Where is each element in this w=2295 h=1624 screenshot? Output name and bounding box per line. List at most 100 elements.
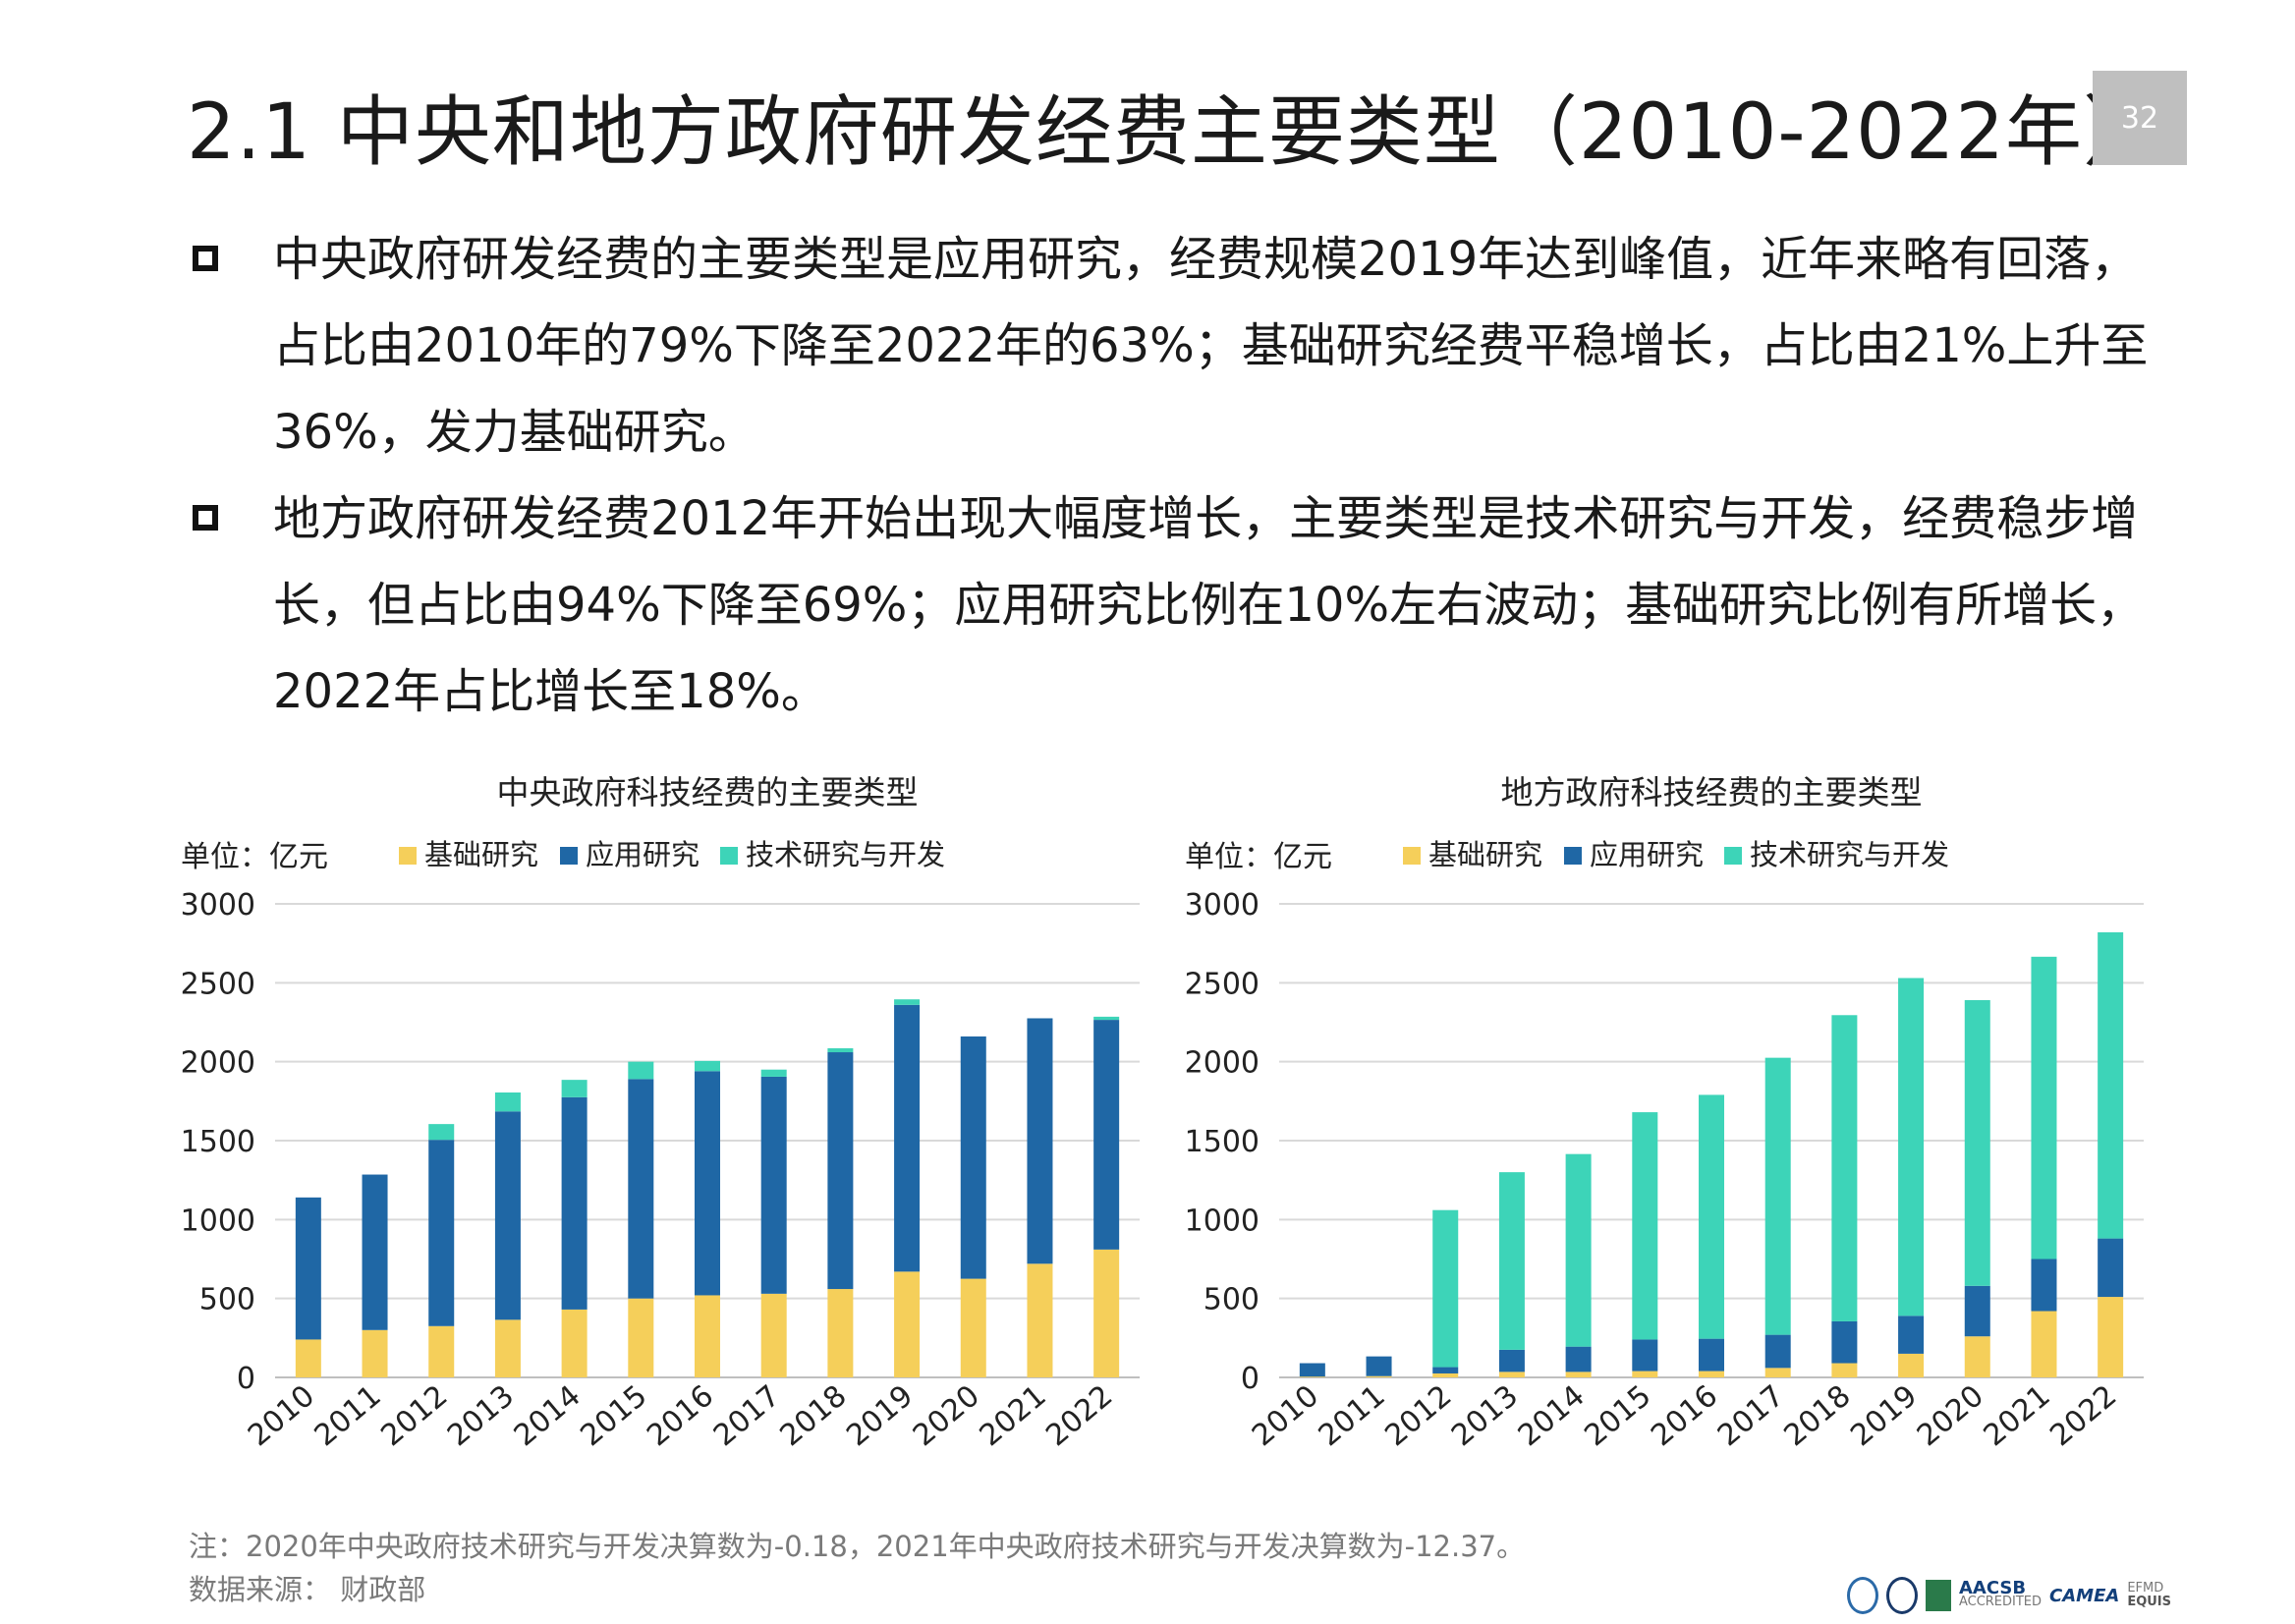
bar-basic-2020 — [1964, 1336, 1990, 1377]
bar-applied-2013 — [494, 1111, 521, 1320]
bar-applied-2021 — [1027, 1018, 1053, 1264]
y-tick-label: 2500 — [1185, 967, 1259, 1001]
x-tick-label: 2019 — [840, 1378, 920, 1453]
bar-applied-2019 — [1898, 1316, 1925, 1354]
bar-applied-2011 — [1366, 1356, 1392, 1376]
y-tick-label: 2500 — [181, 967, 255, 1001]
y-tick-label: 1500 — [1185, 1125, 1259, 1159]
legend-swatch-tech — [1724, 847, 1742, 865]
x-tick-label: 2011 — [1313, 1378, 1392, 1453]
x-tick-label: 2017 — [1711, 1378, 1791, 1453]
bar-applied-2017 — [760, 1076, 787, 1294]
y-tick-label: 0 — [237, 1362, 255, 1396]
bar-tech-2022 — [1093, 1016, 1120, 1021]
bar-tech-2014 — [1565, 1153, 1592, 1347]
efmd-text: EFMD — [2127, 1581, 2164, 1596]
footnote-source: 数据来源： 财政部 — [189, 1573, 426, 1606]
bar-basic-2011 — [1366, 1375, 1392, 1377]
x-tick-label: 2020 — [1911, 1378, 1990, 1453]
bar-basic-2012 — [1432, 1372, 1459, 1377]
bar-tech-2013 — [494, 1092, 521, 1112]
bar-tech-2021 — [2031, 956, 2057, 1260]
footnote-note: 注：2020年中央政府技术研究与开发决算数为-0.18，2021年中央政府技术研… — [189, 1530, 1526, 1563]
bar-basic-2019 — [894, 1271, 921, 1377]
bullet-item: 地方政府研发经费2012年开始出现大幅度增长，主要类型是技术研究与开发，经费稳步… — [187, 476, 2161, 735]
legend-swatch-basic — [1403, 847, 1421, 865]
bar-applied-2011 — [362, 1174, 388, 1330]
bar-tech-2018 — [1831, 1015, 1858, 1321]
bar-tech-2018 — [827, 1048, 854, 1053]
bar-applied-2020 — [1964, 1285, 1990, 1337]
bar-basic-2022 — [2098, 1297, 2124, 1377]
y-tick-label: 3000 — [181, 888, 255, 923]
legend-swatch-basic — [399, 847, 417, 865]
x-tick-label: 2019 — [1844, 1378, 1924, 1453]
bar-applied-2021 — [2031, 1259, 2057, 1312]
x-tick-label: 2021 — [1978, 1378, 2057, 1453]
y-tick-label: 1500 — [181, 1125, 255, 1159]
bar-tech-2017 — [1764, 1057, 1791, 1335]
bar-applied-2020 — [960, 1036, 986, 1279]
bullet-list: 中央政府研发经费的主要类型是应用研究，经费规模2019年达到峰值，近年来略有回落… — [187, 216, 2161, 735]
bar-tech-2014 — [561, 1080, 588, 1097]
legend-label-tech: 技术研究与开发 — [1750, 838, 1949, 871]
bar-basic-2016 — [695, 1295, 720, 1377]
bar-applied-2010 — [295, 1197, 321, 1340]
bar-tech-2016 — [695, 1060, 720, 1072]
legend-swatch-tech — [720, 847, 738, 865]
y-tick-label: 2000 — [181, 1046, 255, 1081]
chart-title: 地方政府科技经费的主要类型 — [1501, 776, 1923, 812]
bar-applied-2015 — [628, 1079, 654, 1299]
y-tick-label: 2000 — [1185, 1046, 1259, 1081]
bar-basic-2012 — [428, 1325, 455, 1377]
y-tick-label: 500 — [1203, 1283, 1259, 1317]
bar-applied-2010 — [1299, 1363, 1325, 1377]
bar-tech-2019 — [894, 999, 921, 1005]
bar-basic-2021 — [1027, 1263, 1053, 1377]
bar-applied-2018 — [1831, 1320, 1858, 1364]
bar-applied-2014 — [1565, 1346, 1592, 1372]
bar-applied-2018 — [827, 1052, 854, 1290]
aacsb-mark-icon — [1925, 1580, 1951, 1611]
x-tick-label: 2017 — [707, 1378, 787, 1453]
x-tick-label: 2022 — [2043, 1378, 2123, 1453]
central-gov-chart: 中央政府科技经费的主要类型 单位：亿元 基础研究 应用研究 技术研究与开发 0 500 100… — [167, 776, 1149, 1523]
aacsb-logo: AACSB ACCREDITED — [1958, 1580, 2043, 1609]
square-bullet-icon — [193, 505, 218, 531]
bar-basic-2014 — [561, 1309, 588, 1377]
x-tick-label: 2018 — [774, 1378, 854, 1453]
x-tick-label: 2014 — [508, 1378, 588, 1453]
unit-label: 单位：亿元 — [1185, 840, 1332, 874]
x-tick-label: 2018 — [1778, 1378, 1858, 1453]
legend-swatch-applied — [560, 847, 578, 865]
bar-applied-2022 — [1093, 1020, 1120, 1250]
bar-applied-2015 — [1632, 1339, 1658, 1372]
bar-applied-2017 — [1764, 1334, 1791, 1369]
square-bullet-icon — [193, 246, 218, 271]
accreditation-logos: AACSB ACCREDITED CAMEA EFMD EQUIS — [1847, 1572, 2171, 1619]
school-seal-icon — [1885, 1577, 1918, 1614]
bullet-item: 中央政府研发经费的主要类型是应用研究，经费规模2019年达到峰值，近年来略有回落… — [187, 216, 2161, 476]
x-tick-label: 2012 — [374, 1378, 454, 1453]
bar-basic-2013 — [1498, 1372, 1525, 1377]
bar-tech-2019 — [1898, 978, 1925, 1316]
bar-basic-2022 — [1093, 1249, 1120, 1377]
bar-tech-2020 — [1964, 1000, 1990, 1286]
bar-applied-2019 — [894, 1004, 921, 1272]
x-tick-label: 2015 — [1578, 1378, 1657, 1453]
bar-basic-2015 — [1632, 1371, 1658, 1377]
bar-basic-2010 — [1299, 1376, 1325, 1377]
bar-applied-2012 — [428, 1140, 455, 1326]
equis-text: EQUIS — [2127, 1595, 2171, 1609]
bar-basic-2013 — [494, 1319, 521, 1377]
bullet-text: 地方政府研发经费2012年开始出现大幅度增长，主要类型是技术研究与开发，经费稳步… — [273, 491, 2145, 719]
camea-logo: CAMEA — [2049, 1585, 2120, 1606]
x-tick-label: 2011 — [308, 1378, 388, 1453]
x-tick-label: 2012 — [1378, 1378, 1458, 1453]
bar-tech-2013 — [1498, 1172, 1525, 1350]
x-tick-label: 2014 — [1512, 1378, 1592, 1453]
aacsb-sub-text: ACCREDITED — [1958, 1595, 2043, 1609]
bar-applied-2016 — [695, 1071, 720, 1296]
y-tick-label: 500 — [199, 1283, 255, 1317]
